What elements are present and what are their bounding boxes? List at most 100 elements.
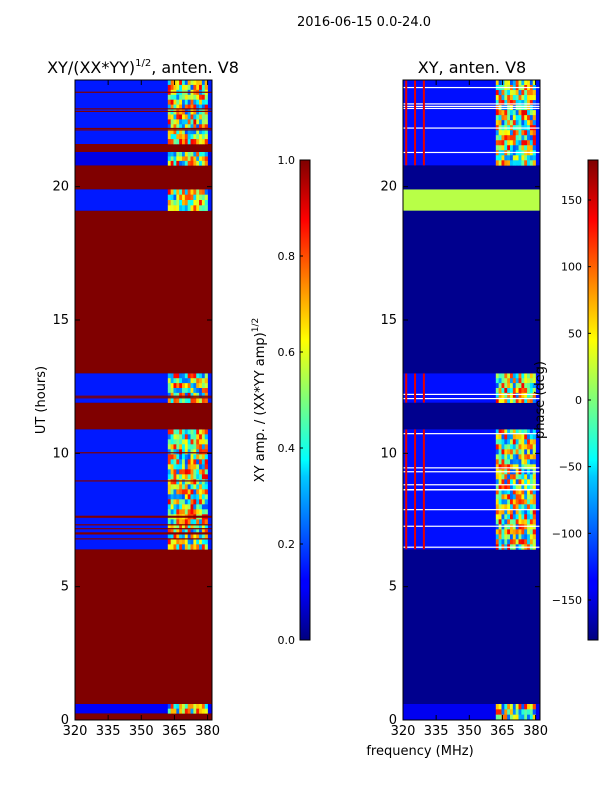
heatmap-cell [510,397,514,403]
heatmap-cell [167,84,171,91]
heatmap-cell [187,104,191,110]
heatmap-cell [179,200,183,206]
heatmap-cell [518,140,522,146]
heatmap-cell [501,378,505,384]
x-tick-label: 365 [490,724,515,739]
heatmap-cell [182,464,186,470]
colorbar-tick-label: 0.6 [278,346,296,359]
heatmap-cell [184,94,188,100]
heatmap-cell [529,378,534,384]
heatmap-cell [199,499,203,505]
heatmap-cell [521,459,525,465]
heatmap-cell [199,479,203,485]
heatmap-cell [184,509,188,515]
heatmap-cell [182,124,186,130]
heatmap-cell [179,383,183,389]
heatmap-cell [173,704,177,709]
heatmap-cell [187,509,191,515]
heatmap-cell [173,205,177,211]
heatmap-cell [193,439,197,445]
heatmap-cell [515,494,519,500]
heatmap-cell [515,529,519,535]
colorbar-tick-label: 0.8 [278,250,296,263]
heatmap-cell [193,129,197,135]
heatmap-cell [504,519,508,525]
heatmap-cell [179,519,183,525]
heatmap-cell [199,484,203,490]
heatmap-cell [529,479,534,485]
heatmap-cell [495,479,499,485]
heatmap-cell [190,544,194,550]
heatmap-cell [521,714,525,721]
heatmap-cell [182,80,186,86]
heatmap-cell [199,134,203,140]
heatmap-cell [201,544,206,550]
heatmap-cell [501,120,505,126]
heatmap-cell [179,544,183,550]
heatmap-cell [190,449,194,455]
heatmap-cell [199,99,203,105]
heatmap-cell [510,479,514,485]
heatmap-band [75,713,212,720]
heatmap-cell [518,160,522,166]
heatmap-streak [414,429,417,550]
heatmap-cell [529,80,534,86]
heatmap-cell [495,373,499,379]
heatmap-band [403,210,540,374]
heatmap-cell [193,434,197,440]
heatmap-cell [507,434,511,440]
heatmap-cell [518,709,522,715]
heatmap-cell [176,119,180,125]
heatmap-cell [179,529,183,535]
heatmap-cell [170,194,174,201]
heatmap-cell [512,90,516,96]
heatmap-cell [495,484,499,490]
heatmap-cell [532,524,536,530]
heatmap-flag-row [403,397,540,400]
heatmap-cell [524,519,528,525]
heatmap-cell [170,509,174,515]
heatmap-cell [532,484,536,490]
heatmap-cell [199,119,203,125]
heatmap-band [403,189,540,211]
heatmap-cell [504,120,508,126]
heatmap-cell [529,115,534,121]
heatmap-cell [495,474,499,480]
heatmap-cell [518,474,522,480]
heatmap-cell [498,90,502,96]
heatmap-cell [515,95,519,101]
heatmap-cell [179,704,183,709]
heatmap-cell [529,509,534,515]
heatmap-cell [529,489,534,495]
heatmap-cell [182,544,186,550]
heatmap-cell [176,200,180,206]
heatmap-cell [518,519,522,525]
heatmap-cell [529,160,534,166]
heatmap-cell [187,189,191,195]
heatmap-cell [507,373,511,379]
heatmap-cell [176,84,180,91]
heatmap-cell [170,454,174,460]
heatmap-streak [414,80,417,166]
heatmap-cell [190,104,194,110]
heatmap-cell [515,479,519,485]
heatmap-band [403,402,540,430]
heatmap-cell [173,104,177,110]
heatmap-cell [521,434,525,440]
heatmap-cell [173,544,177,550]
heatmap-cell [510,534,514,540]
heatmap-cell [524,160,528,166]
heatmap-cell [173,524,177,530]
heatmap-cell [527,378,531,384]
heatmap-cell [184,80,188,86]
heatmap-cell [532,519,536,525]
heatmap-cell [176,464,180,470]
heatmap-cell [167,529,171,535]
heatmap-cell [179,434,183,440]
heatmap-cell [532,383,536,389]
heatmap-cell [521,439,525,445]
heatmap-cell [512,464,516,470]
heatmap-cell [173,474,177,480]
heatmap-cell [187,129,191,135]
heatmap-cell [512,373,516,379]
